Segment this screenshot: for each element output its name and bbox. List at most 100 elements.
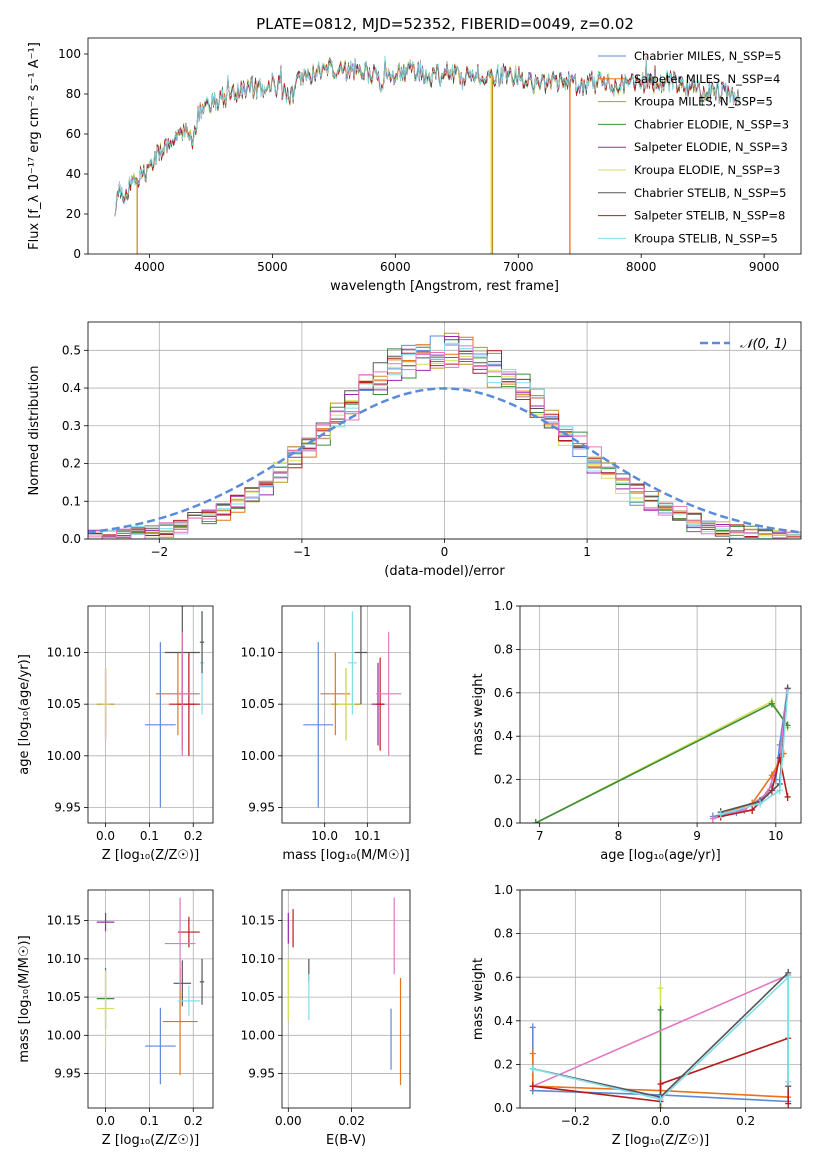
axes-frame: [519, 605, 802, 824]
y-tick-label: 10.05: [47, 697, 81, 711]
plot-area: [88, 332, 801, 539]
y-tick-label: 0.0: [62, 532, 81, 546]
y-tick-label: 10.10: [47, 646, 81, 660]
y-tick-label: 10.00: [47, 749, 81, 763]
weight-point: [768, 771, 775, 780]
legend-label: 𝒩(0, 1): [740, 337, 787, 352]
mass-vs-Z-panel: 0.0 0.1 0.2 9.95 10.00 10.05 10.10 10.15 Z [log₁…: [17, 889, 214, 1148]
y-tick-label: 0.2: [494, 1057, 513, 1071]
x-axis-label: (data-model)/error: [384, 564, 505, 579]
plot-area: [532, 684, 791, 823]
x-tick-label: 9000: [749, 260, 780, 274]
weight-point: [768, 699, 775, 708]
y-tick-label: 10.10: [241, 646, 275, 660]
y-tick-label: 9.95: [54, 801, 81, 815]
weight-line: [720, 692, 789, 816]
y-tick-label: 9.95: [248, 1067, 275, 1081]
weight-line: [532, 974, 789, 1087]
y-axis-label: age [log₁₀(age/yr)]: [17, 654, 32, 775]
y-tick-label: 10.15: [47, 914, 81, 928]
y-tick-label: 0.6: [494, 686, 513, 700]
y-tick-label: 0: [73, 247, 81, 261]
x-tick-label: 10: [768, 829, 783, 843]
x-tick-label: 6000: [380, 260, 411, 274]
x-tick-label: 0.0: [96, 829, 115, 843]
y-tick-label: 1.0: [494, 883, 513, 897]
axes-frame: [519, 889, 802, 1109]
plot-area: [529, 968, 792, 1108]
weight-point: [657, 1095, 664, 1104]
weight-point: [657, 1080, 664, 1089]
y-tick-label: 0.6: [494, 970, 513, 984]
x-tick-label: 0.1: [140, 1114, 159, 1128]
x-tick-label: 4000: [134, 260, 165, 274]
weight-point: [776, 786, 783, 795]
plot-area: [114, 55, 740, 254]
x-tick-label: 0.00: [275, 1114, 302, 1128]
x-tick-label: 0.2: [184, 1114, 203, 1128]
weight-point: [785, 1099, 792, 1108]
y-tick-label: 40: [66, 167, 81, 181]
legend-label: Chabrier STELIB, N_SSP=5: [634, 186, 786, 200]
x-axis-label: wavelength [Angstrom, rest frame]: [330, 279, 559, 294]
weight-point: [529, 1023, 536, 1032]
legend-label: Chabrier ELODIE, N_SSP=3: [634, 117, 789, 131]
weight-point: [529, 1049, 536, 1058]
residuals-panel: −2 −1 0 1 2 0.0 0.1 0.2 0.3 0.4 0.5 (data-model)/er…: [27, 321, 802, 579]
x-tick-label: 0.0: [96, 1114, 115, 1128]
y-tick-label: 0.0: [494, 816, 513, 830]
legend-label: Kroupa MILES, N_SSP=5: [634, 95, 773, 109]
x-tick-label: 8: [615, 829, 623, 843]
y-tick-label: 0.1: [62, 494, 81, 508]
x-tick-label: 0.0: [651, 1114, 670, 1128]
plot-area: [303, 606, 402, 808]
y-tick-label: 20: [66, 207, 81, 221]
weight-point: [749, 805, 756, 814]
y-tick-label: 0.5: [62, 343, 81, 357]
x-tick-label: 1: [583, 545, 591, 559]
legend-label: Salpeter STELIB, N_SSP=8: [634, 209, 785, 223]
x-tick-label: 10.1: [354, 829, 381, 843]
plot-area: [96, 606, 205, 808]
legend-label: Kroupa STELIB, N_SSP=5: [634, 231, 778, 245]
y-tick-label: 0.4: [494, 729, 513, 743]
y-tick-label: 1.0: [494, 599, 513, 613]
y-axis-label: mass weight: [471, 958, 486, 1040]
x-tick-label: −0.2: [561, 1114, 590, 1128]
x-axis-label: Z [log₁₀(Z/Z☉)]: [102, 1133, 199, 1148]
x-tick-label: 5000: [257, 260, 288, 274]
mass-vs-ebv-panel: 0.00 0.02 9.95 10.00 10.05 10.10 10.15 E(B-V): [241, 889, 411, 1148]
weight-point: [717, 810, 724, 819]
y-tick-label: 10.15: [241, 914, 275, 928]
age-vs-mass-panel: 10.0 10.1 9.95 10.00 10.05 10.10 mass [log₁₀(M…: [241, 605, 411, 863]
legend-label: Salpeter MILES, N_SSP=4: [634, 72, 780, 86]
y-tick-label: 10.10: [47, 952, 81, 966]
x-axis-label: mass [log₁₀(M/M☉)]: [282, 848, 409, 863]
weight-point: [785, 1077, 792, 1086]
y-tick-label: 9.95: [54, 1067, 81, 1081]
y-tick-label: 10.05: [241, 697, 275, 711]
x-tick-label: 10.0: [311, 829, 338, 843]
y-tick-label: 10.05: [241, 990, 275, 1004]
x-axis-label: Z [log₁₀(Z/Z☉)]: [102, 848, 199, 863]
x-tick-label: 0: [441, 545, 449, 559]
y-tick-label: 100: [58, 47, 81, 61]
weight-point: [657, 1005, 664, 1014]
y-tick-label: 0.3: [62, 419, 81, 433]
axes-frame: [87, 605, 214, 824]
y-tick-label: 10.05: [47, 990, 81, 1004]
x-axis-label: age [log₁₀(age/yr)]: [600, 848, 721, 863]
x-axis-label: Z [log₁₀(Z/Z☉)]: [612, 1133, 709, 1148]
x-tick-label: 8000: [626, 260, 657, 274]
x-tick-label: 7000: [503, 260, 534, 274]
y-tick-label: 10.00: [47, 1028, 81, 1042]
x-tick-label: 0.02: [338, 1114, 365, 1128]
y-tick-label: 0.4: [62, 381, 81, 395]
weight-point: [785, 973, 792, 982]
axes-frame: [87, 37, 802, 255]
axes-frame: [87, 889, 214, 1109]
weight-point: [784, 792, 791, 801]
y-axis-label: Flux [f_λ 10⁻¹⁷ erg cm⁻² s⁻¹ A⁻¹]: [27, 42, 42, 250]
age-vs-Z-panel: 0.0 0.1 0.2 9.95 10.00 10.05 10.10 Z [log₁₀(Z/Z…: [17, 605, 214, 863]
y-axis-label: mass [log₁₀(M/M☉)]: [17, 935, 32, 1062]
